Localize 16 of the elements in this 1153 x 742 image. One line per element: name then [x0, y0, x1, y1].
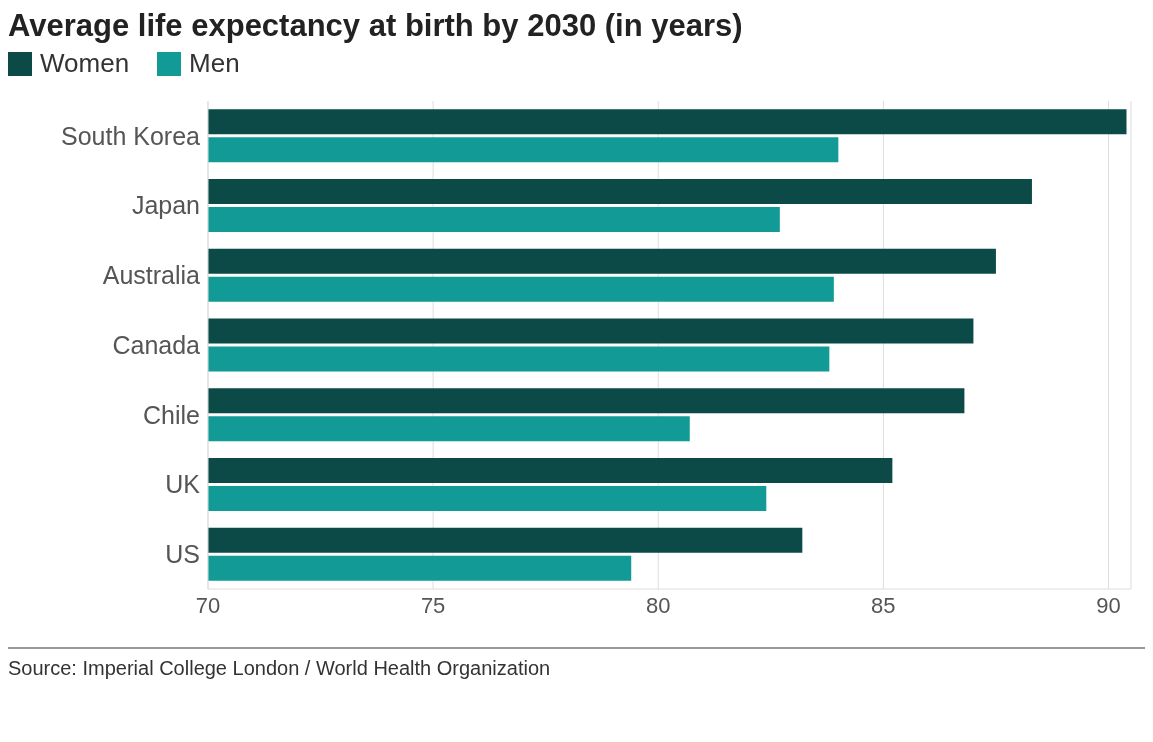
y-tick-label: Japan	[131, 191, 200, 220]
legend-label: Men	[189, 48, 240, 79]
x-tick-label: 90	[1096, 592, 1121, 618]
y-tick-label: US	[165, 540, 200, 569]
x-tick-label: 80	[646, 592, 671, 618]
y-tick-label: Canada	[112, 330, 201, 359]
x-tick-label: 75	[420, 592, 446, 618]
source-note: Source: Imperial College London / World Health Organization	[8, 657, 552, 680]
x-tick-label: 70	[195, 592, 221, 618]
y-tick-label: Chile	[143, 400, 200, 429]
x-tick-label: 85	[871, 592, 896, 618]
y-tick-label: UK	[165, 470, 201, 499]
y-tick-label: South Korea	[61, 121, 201, 150]
y-tick-label: Australia	[102, 261, 201, 290]
chart-title: Average life expectancy at birth by 2030 (in years)	[8, 8, 744, 44]
legend-label: Women	[40, 48, 130, 79]
